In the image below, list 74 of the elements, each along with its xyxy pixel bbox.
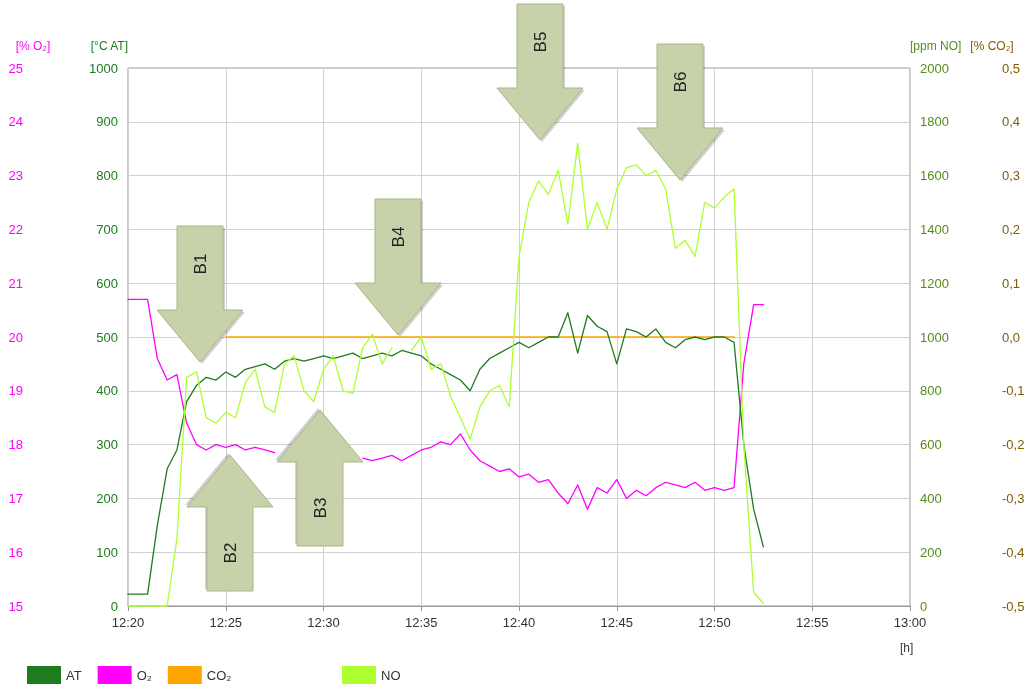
line-series — [127, 312, 765, 595]
y2-tick-label: 23 — [8, 168, 23, 184]
y2-tick-label: 17 — [8, 490, 23, 506]
y-tick-label: 600 — [920, 437, 942, 453]
x-tick-label: 12:45 — [600, 615, 634, 630]
x-tick-label: 12:55 — [796, 615, 829, 630]
legend-label: NO — [381, 667, 401, 683]
y3-tick-label: 0,2 — [1002, 221, 1021, 237]
x-tick-label: 12:30 — [307, 615, 340, 630]
y3-tick-label: 0,3 — [1002, 168, 1021, 184]
y-tick-label: 1200 — [920, 275, 949, 291]
y-tick-label: 700 — [96, 221, 118, 237]
legend-label: CO₂ — [206, 667, 232, 683]
y-tick-label: 800 — [96, 168, 118, 184]
y-tick-label: 100 — [96, 544, 118, 560]
y3-tick-label: -0,3 — [1002, 490, 1025, 506]
y-tick-label: 400 — [96, 383, 118, 399]
y3-tick-label: 0,5 — [1002, 60, 1021, 76]
y2-axis-title: [% O₂] — [15, 39, 51, 53]
y2-tick-label: 22 — [8, 221, 23, 237]
y-tick-label: 1000 — [920, 329, 949, 345]
y-tick-label: 500 — [96, 329, 118, 345]
arrow: B6 — [637, 44, 726, 183]
y2-tick-label: 24 — [8, 114, 23, 130]
x-axis-title: [h] — [900, 641, 914, 655]
annotation: B4 — [388, 226, 408, 248]
x-tick-label: 13:00 — [893, 615, 927, 630]
y3-tick-label: 0,0 — [1002, 329, 1021, 345]
y2-tick-label: 15 — [8, 598, 23, 614]
y3-tick-label: -0,2 — [1002, 437, 1025, 453]
arrow: B3 — [277, 410, 366, 549]
y2-tick-label: 20 — [8, 329, 23, 345]
arrow: B1 — [157, 226, 246, 365]
y-tick-label: 900 — [96, 114, 118, 130]
y-tick-label: 0 — [110, 598, 118, 614]
y-tick-label: 600 — [96, 275, 118, 291]
y3-tick-label: 0,1 — [1002, 275, 1021, 291]
x-tick-label: 12:50 — [698, 615, 731, 630]
y3-axis-title: [% CO₂] — [970, 39, 1014, 53]
y2-tick-label: 21 — [8, 275, 23, 291]
y-tick-label: 1800 — [920, 114, 949, 130]
arrow: B5 — [497, 4, 586, 143]
annotation: B6 — [670, 71, 690, 93]
x-tick-label: 12:40 — [502, 615, 536, 630]
arrow: B2 — [187, 455, 276, 594]
legend-label: O₂ — [136, 667, 152, 683]
y3-tick-label: 0,4 — [1002, 114, 1021, 130]
y2-tick-label: 18 — [8, 437, 23, 453]
y-axis-title: [ppm NO] — [910, 39, 962, 53]
y-axis-title: [°C AT] — [90, 39, 128, 53]
y-tick-label: 200 — [920, 544, 942, 560]
y-tick-label: 400 — [920, 490, 942, 506]
y3-tick-label: -0,1 — [1002, 383, 1025, 399]
legend-label: AT — [66, 667, 82, 683]
y2-tick-label: 16 — [8, 544, 23, 560]
y-tick-label: 0 — [920, 598, 928, 614]
y3-tick-label: -0,5 — [1002, 598, 1025, 614]
annotation: B1 — [190, 253, 210, 275]
arrow: B4 — [355, 199, 444, 338]
y2-tick-label: 25 — [8, 60, 23, 76]
y-tick-label: 1000 — [89, 60, 118, 76]
y-tick-label: 200 — [96, 490, 118, 506]
x-tick-label: 12:20 — [111, 615, 145, 630]
y-tick-label: 1600 — [920, 168, 949, 184]
y2-tick-label: 19 — [8, 383, 23, 399]
x-tick-label: 12:25 — [209, 615, 243, 630]
x-tick-label: 12:35 — [404, 615, 438, 630]
y-tick-label: 1400 — [920, 221, 949, 237]
y-tick-label: 2000 — [920, 60, 949, 76]
annotation: B3 — [310, 497, 330, 519]
y3-tick-label: -0,4 — [1002, 544, 1025, 560]
annotation: B2 — [220, 542, 240, 564]
y-tick-label: 800 — [920, 383, 942, 399]
y-tick-label: 300 — [96, 437, 118, 453]
